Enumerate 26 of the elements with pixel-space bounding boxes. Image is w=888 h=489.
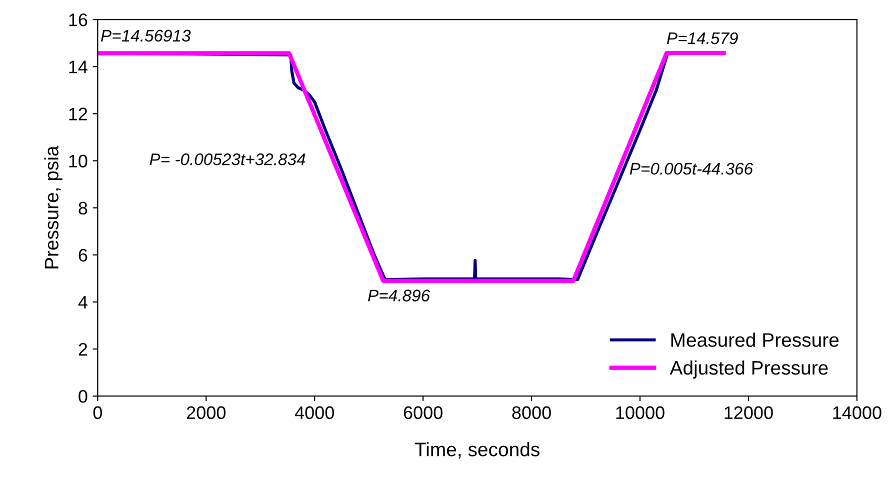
x-axis-title: Time, seconds [414,442,540,459]
y-tick-label: 12 [69,108,88,120]
y-tick-label: 4 [78,296,88,308]
x-tick-label: 0 [93,406,102,420]
x-tick-label: 14000 [833,406,882,420]
annotation: P=14.579 [666,32,738,44]
y-tick-label: 2 [78,342,88,356]
x-tick-label: 12000 [724,406,773,420]
x-tick-label: 4000 [294,406,334,420]
legend-label: Adjusted Pressure [670,360,828,379]
annotation: P=14.56913 [100,30,191,42]
y-tick-label: 6 [78,248,88,262]
x-tick-label: 6000 [404,406,442,420]
y-axis-title: Pressure, psia [44,146,62,268]
annotation: P=0.005t-44.366 [630,162,754,175]
y-tick-label: 14 [69,60,88,74]
annotation: P=4.896 [368,290,430,302]
y-tick-label: 0 [78,390,88,403]
y-tick-label: 8 [78,202,88,215]
x-tick-label: 10000 [616,406,664,420]
annotation: P= -0.00523t+32.834 [150,153,306,166]
y-tick-label: 16 [69,13,88,26]
y-tick-label: 10 [69,154,88,168]
legend-label: Measured Pressure [671,332,839,347]
x-tick-label: 8000 [512,406,551,420]
x-tick-label: 2000 [186,406,226,420]
